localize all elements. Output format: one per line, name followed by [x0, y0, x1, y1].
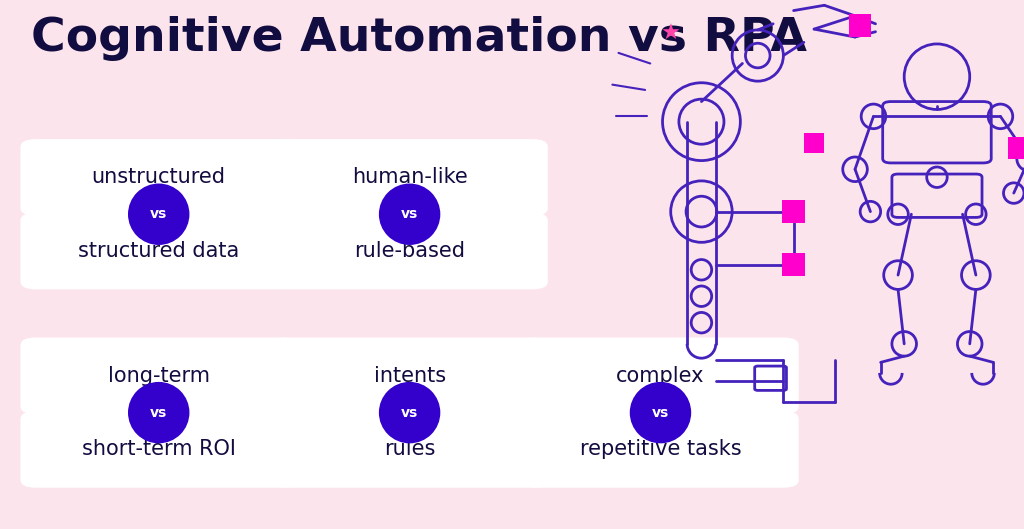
Text: Cognitive Automation vs RPA: Cognitive Automation vs RPA	[31, 16, 807, 61]
FancyBboxPatch shape	[20, 139, 297, 216]
Text: long-term: long-term	[108, 366, 210, 386]
Ellipse shape	[128, 184, 189, 245]
Text: rules: rules	[384, 440, 435, 459]
FancyBboxPatch shape	[20, 213, 297, 289]
Text: vs: vs	[652, 406, 669, 419]
FancyBboxPatch shape	[271, 411, 548, 488]
FancyBboxPatch shape	[522, 338, 799, 414]
Text: intents: intents	[374, 366, 445, 386]
Text: human-like: human-like	[351, 168, 468, 187]
Text: complex: complex	[616, 366, 705, 386]
FancyBboxPatch shape	[271, 338, 548, 414]
Text: repetitive tasks: repetitive tasks	[580, 440, 741, 459]
Ellipse shape	[630, 382, 691, 443]
Bar	[782, 200, 805, 223]
Bar	[849, 14, 871, 37]
Text: unstructured: unstructured	[92, 168, 225, 187]
Ellipse shape	[379, 382, 440, 443]
Text: vs: vs	[151, 207, 167, 221]
Text: short-term ROI: short-term ROI	[82, 440, 236, 459]
Text: vs: vs	[401, 207, 418, 221]
Text: ★: ★	[660, 24, 681, 44]
Ellipse shape	[128, 382, 189, 443]
Text: vs: vs	[151, 406, 167, 419]
Text: structured data: structured data	[78, 241, 240, 261]
FancyBboxPatch shape	[522, 411, 799, 488]
FancyBboxPatch shape	[20, 411, 297, 488]
FancyBboxPatch shape	[271, 213, 548, 289]
Text: rule-based: rule-based	[354, 241, 465, 261]
Bar	[782, 253, 805, 276]
Bar	[804, 133, 824, 153]
Bar	[1008, 137, 1024, 159]
Ellipse shape	[379, 184, 440, 245]
FancyBboxPatch shape	[271, 139, 548, 216]
FancyBboxPatch shape	[20, 338, 297, 414]
Text: vs: vs	[401, 406, 418, 419]
